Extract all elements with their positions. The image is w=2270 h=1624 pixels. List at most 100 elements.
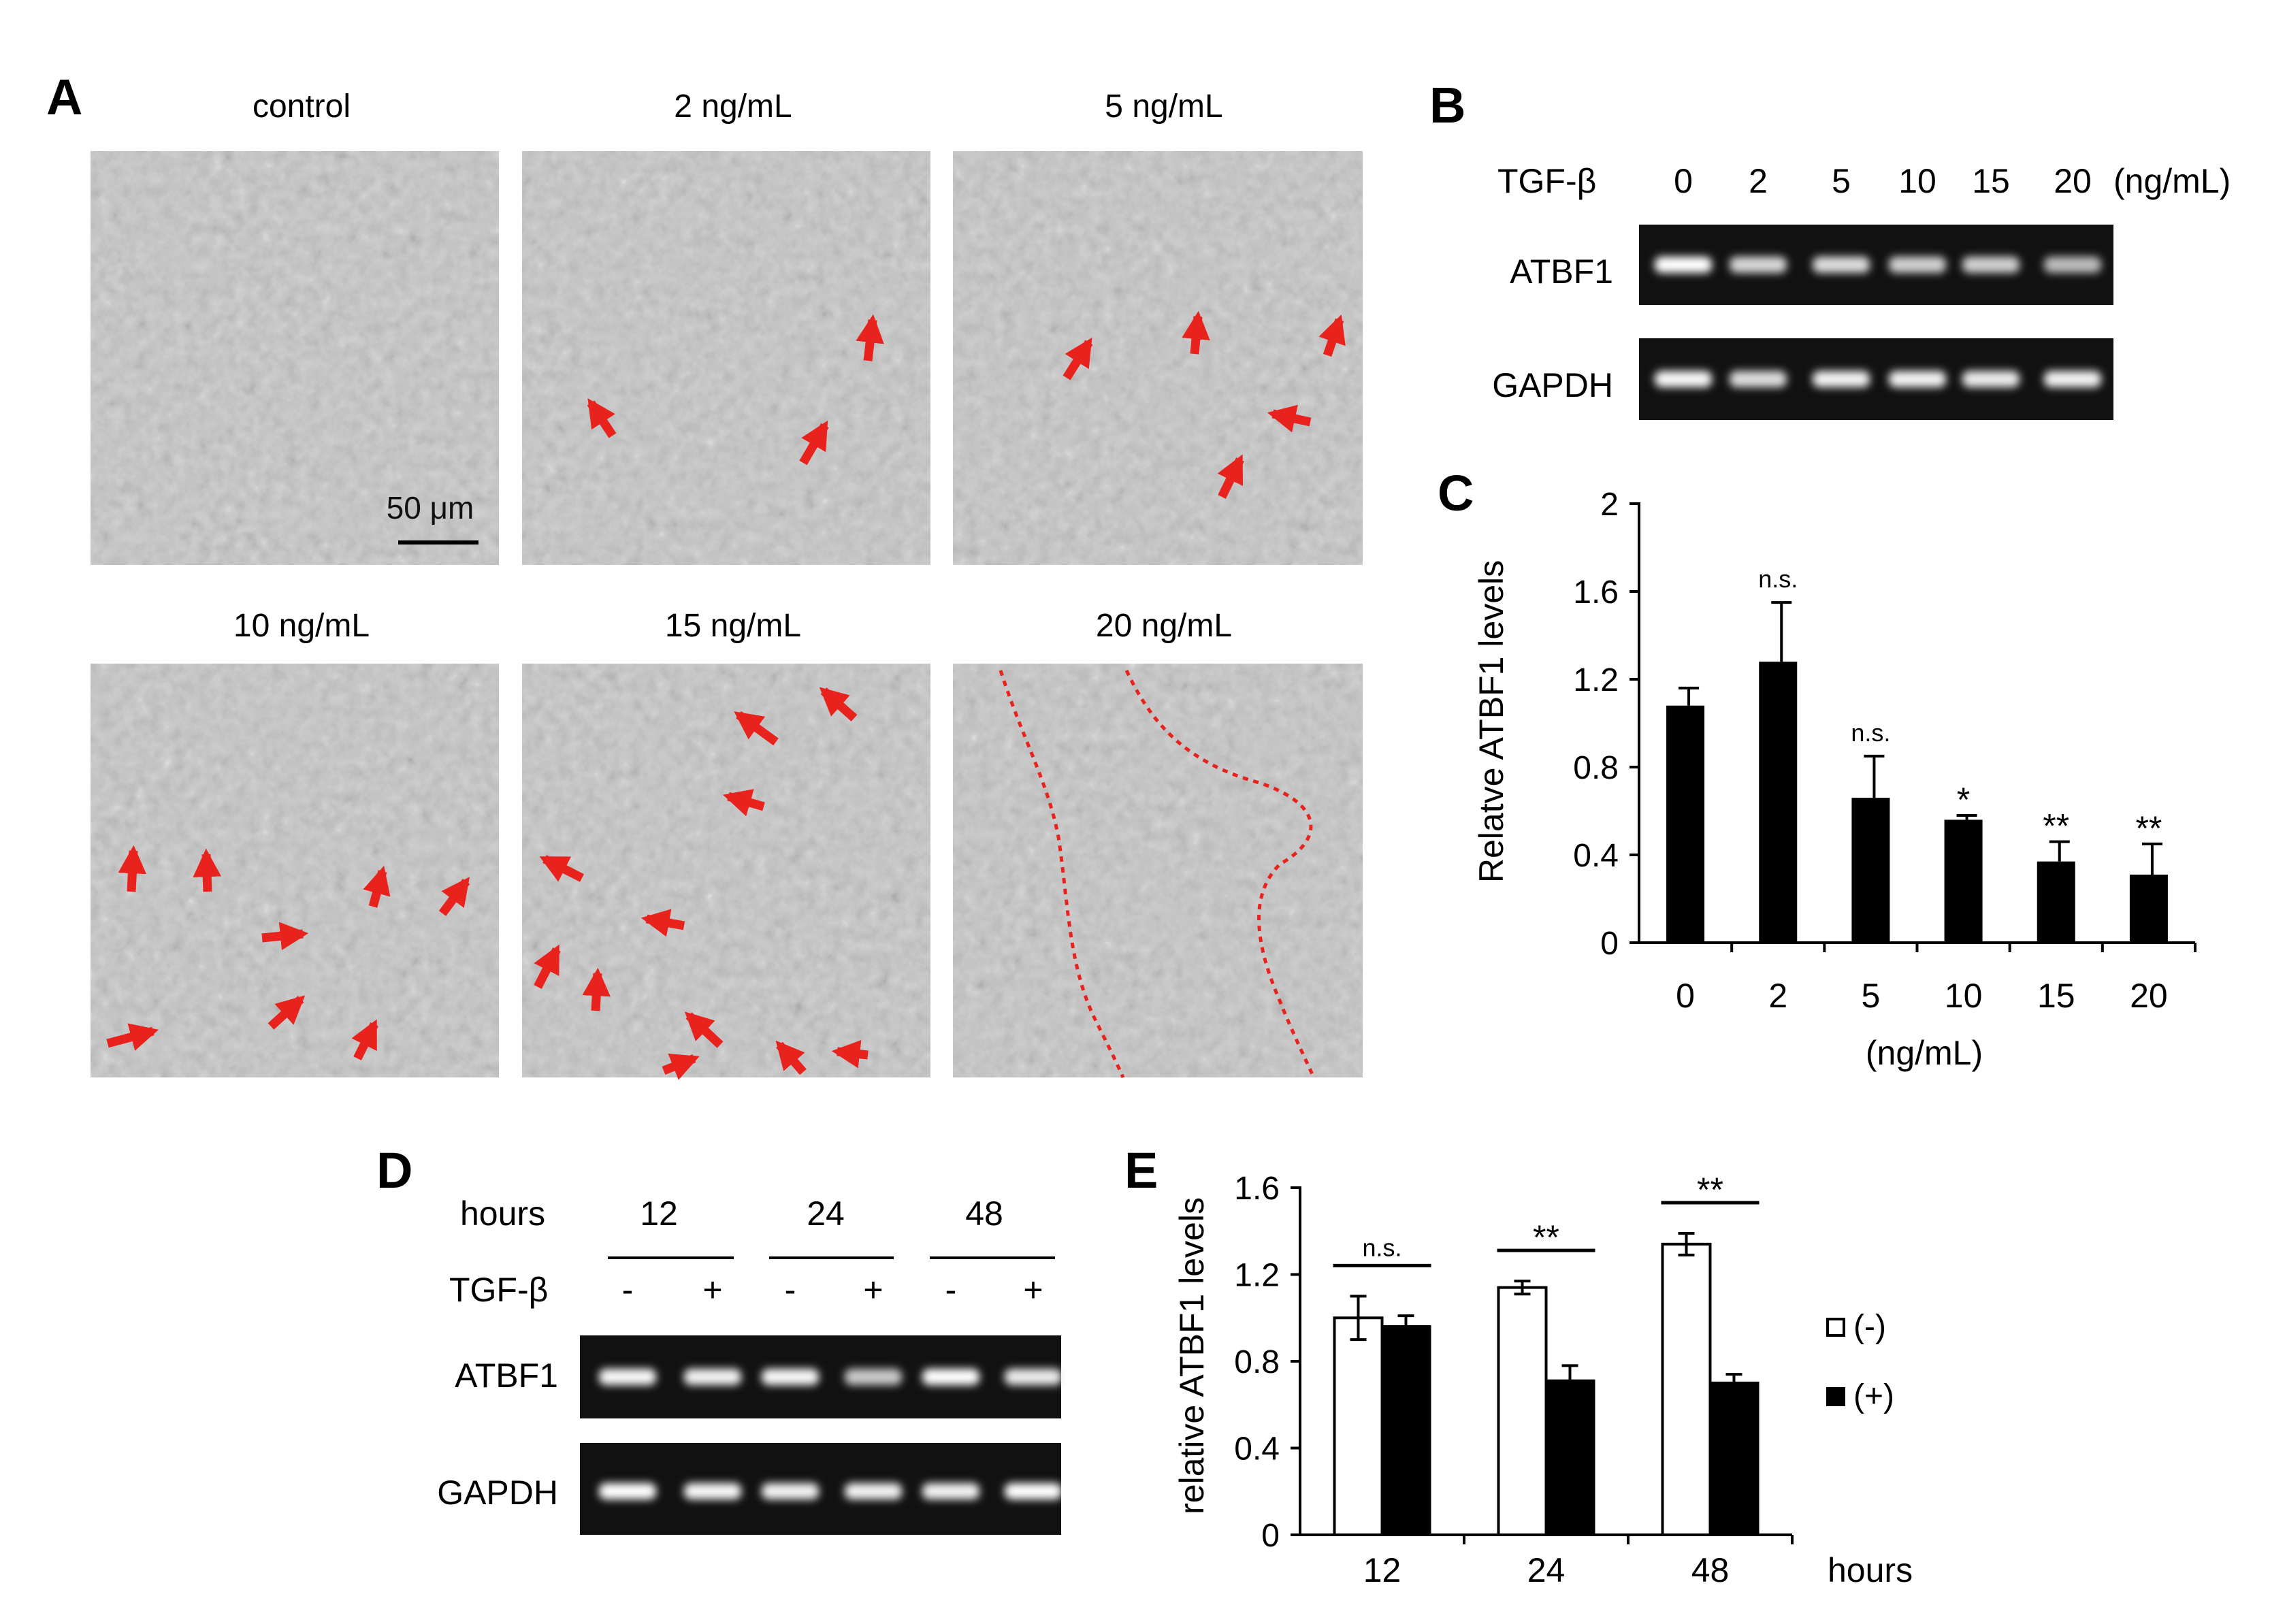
red-arrow-icon <box>856 314 884 361</box>
gel-band <box>2044 257 2101 273</box>
treatment-sign: + <box>702 1271 722 1309</box>
gel-band <box>599 1369 656 1385</box>
chart-e-significance: ** <box>1697 1171 1723 1209</box>
chart-c-bar <box>1759 662 1798 943</box>
gel-band <box>845 1483 902 1499</box>
panel-d-letter: D <box>376 1142 412 1199</box>
gel-row-label-gapdh: GAPDH <box>1492 366 1613 404</box>
gel-band <box>1889 257 1946 273</box>
chart-c-bar <box>2129 875 2168 943</box>
chart-c-x-tick-label: 5 <box>1862 977 1881 1015</box>
chart-c-x-tick-label: 15 <box>2037 977 2075 1015</box>
treatment-sign: - <box>622 1271 634 1309</box>
chart-c-x-tick-label: 0 <box>1676 977 1695 1015</box>
micrograph-control: 50 μm <box>91 151 499 565</box>
chart-c-y-axis-label: Relatve ATBF1 levels <box>1472 560 1510 883</box>
gel-band <box>1655 257 1712 273</box>
chart-e-plot: 0 0.4 0.8 1.2 1.6 n.s. 12 ** 24 ** 48 <box>1234 1171 1794 1589</box>
gel-band <box>684 1369 741 1385</box>
red-arrow-icon <box>819 687 858 721</box>
gel-atbf1 <box>1639 225 2113 305</box>
chart-c-significance: * <box>1957 781 1970 819</box>
gel-band <box>599 1483 656 1499</box>
panel-a-letter: A <box>46 69 82 125</box>
chart-e-bar-untreated <box>1497 1286 1548 1536</box>
gel-band <box>762 1369 819 1385</box>
red-arrow-icon <box>438 877 470 916</box>
legend-label-untreated: (-) <box>1853 1309 1886 1345</box>
chart-e-bar-untreated <box>1333 1316 1384 1536</box>
panel-d: D hours TGF-β ATBF1 GAPDH 12 24 48- + - + - + <box>376 1142 1062 1535</box>
gel-band <box>1889 371 1946 387</box>
red-arrow-icon <box>587 398 617 438</box>
red-arrow-icon <box>831 1040 869 1069</box>
chart-e-y-tick-label: 1.2 <box>1234 1258 1280 1294</box>
panel-b: B TGF-β 0 2 5 10 15 20 (ng/mL) ATBF1 GAPDH <box>1429 77 2231 420</box>
chart-c-significance: ** <box>2043 807 2069 845</box>
red-arrow-icon <box>1318 314 1346 357</box>
scale-bar-label: 50 μm <box>387 490 474 525</box>
panel-c-letter: C <box>1438 465 1474 521</box>
gel-band <box>1730 371 1787 387</box>
chart-c-plot: 00.40.81.21.620 2n.s.5n.s.10*15**20** <box>1573 487 2196 1015</box>
chart-e-x-tick-label: 12 <box>1363 1551 1401 1589</box>
chart-c-bar <box>2037 861 2075 943</box>
chart-c-x-tick-label: 20 <box>2130 977 2168 1015</box>
red-arrow-icon <box>363 865 391 908</box>
red-arrow-icon <box>641 909 685 937</box>
emt-arrows <box>106 310 1346 1080</box>
boundary-line-left <box>999 670 1125 1078</box>
red-arrow-icon <box>267 995 306 1030</box>
gel-band <box>1813 371 1870 387</box>
chart-c-y-tick-label: 1.2 <box>1573 662 1619 698</box>
red-arrow-icon <box>734 711 779 746</box>
image-label-2ng: 2 ng/mL <box>674 88 792 125</box>
chart-e-y-tick-label: 0 <box>1261 1518 1280 1554</box>
gel-band <box>922 1369 979 1385</box>
treatment-sign: + <box>863 1271 883 1309</box>
micrograph-5ng <box>953 151 1363 565</box>
micrograph-15ng <box>522 664 930 1077</box>
gel-band <box>762 1483 819 1499</box>
image-label-10ng: 10 ng/mL <box>233 608 370 644</box>
gel-band <box>1655 371 1712 387</box>
gel-gapdh <box>1639 338 2113 420</box>
gel-bands-d <box>599 1369 1062 1499</box>
treatment-sign: - <box>785 1271 796 1309</box>
chart-c-bar <box>1666 705 1705 943</box>
chart-c-y-tick-label: 0.4 <box>1573 838 1619 874</box>
chart-c-x-tick-label: 10 <box>1945 977 1983 1015</box>
gel-band <box>1962 257 2020 273</box>
chart-e-y-axis-label: relative ATBF1 levels <box>1173 1197 1211 1514</box>
panel-e: E relative ATBF1 levels hours 0 0.4 0.8 1.2… <box>1124 1142 1913 1589</box>
chart-e-bar-treated <box>1544 1379 1595 1536</box>
micrograph-20ng <box>953 664 1363 1078</box>
micrograph-10ng <box>91 664 499 1077</box>
gel-band <box>2044 371 2101 387</box>
chart-c-significance: n.s. <box>1758 565 1798 593</box>
chart-c-x-tick-label: 2 <box>1768 977 1787 1015</box>
panel-c: C Relatve ATBF1 levels (ng/mL) 0 0.4 0.8 1.… <box>1438 465 2196 1072</box>
gel-band <box>845 1369 902 1385</box>
red-arrow-icon <box>261 922 309 951</box>
gel-band <box>1005 1369 1062 1385</box>
red-arrow-icon <box>534 944 561 989</box>
legend-swatch-untreated <box>1826 1318 1845 1337</box>
panel-a: A control 2 ng/mL 5 ng/mL 10 ng/mL 15 ng… <box>46 69 1363 1080</box>
tgf-beta-label-d: TGF-β <box>449 1271 548 1309</box>
chart-e-bar-treated <box>1380 1325 1431 1536</box>
chart-e-y-tick-label: 1.6 <box>1234 1171 1280 1207</box>
gel-row-label-atbf1-d: ATBF1 <box>455 1357 558 1395</box>
chart-e-y-tick-label: 0.8 <box>1234 1344 1280 1380</box>
red-arrow-icon <box>1063 337 1093 380</box>
red-arrow-icon <box>775 1040 807 1075</box>
chart-e-x-tick-label: 24 <box>1527 1551 1566 1589</box>
gel-band <box>1730 257 1787 273</box>
chart-e-x-tick-label: 48 <box>1691 1551 1730 1589</box>
gel-band <box>684 1483 741 1499</box>
treatment-sign: - <box>945 1271 957 1309</box>
chart-e-bar-untreated <box>1661 1242 1712 1536</box>
panel-e-letter: E <box>1124 1142 1158 1199</box>
red-arrow-icon <box>582 967 611 1011</box>
